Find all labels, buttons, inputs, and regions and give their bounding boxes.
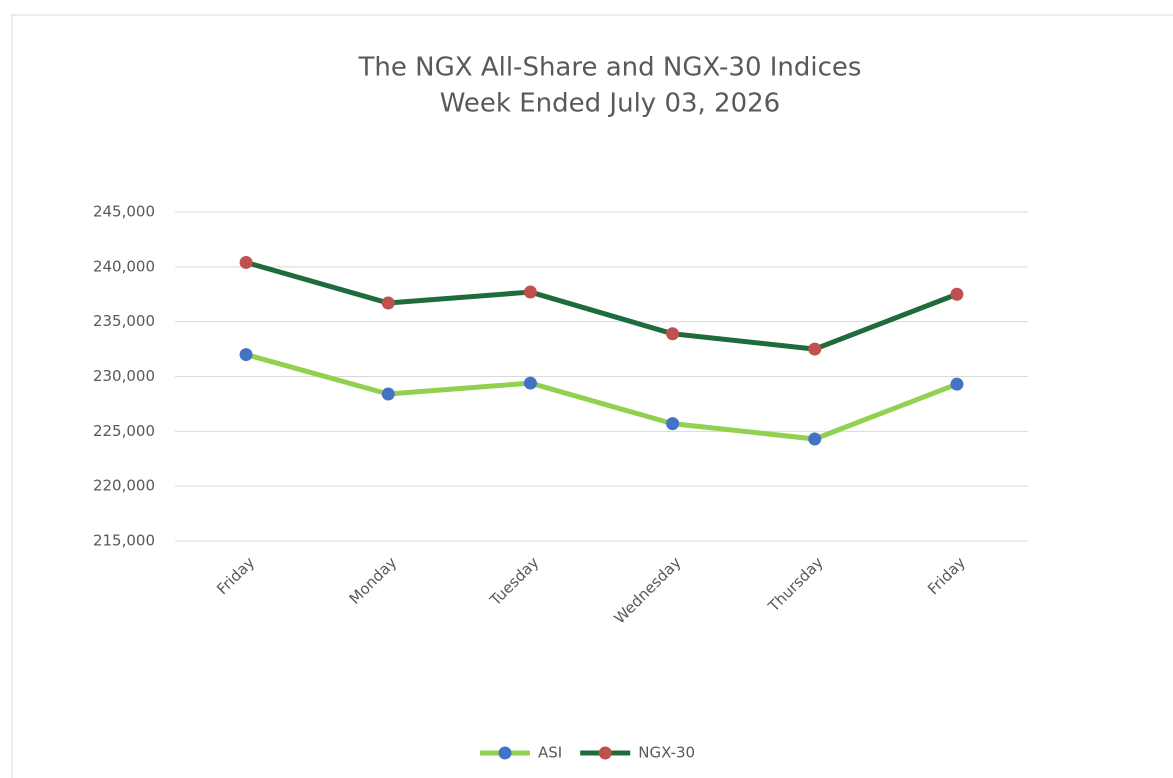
chart-frame bbox=[11, 14, 1173, 778]
y-tick-label: 215,000 bbox=[93, 532, 155, 550]
y-tick-label: 230,000 bbox=[93, 367, 155, 385]
legend-label: NGX-30 bbox=[638, 744, 695, 762]
data-point bbox=[523, 285, 537, 299]
series-line bbox=[245, 260, 958, 352]
data-point bbox=[808, 432, 822, 446]
legend-marker bbox=[598, 746, 612, 760]
data-point bbox=[381, 296, 395, 310]
data-point bbox=[239, 348, 253, 362]
data-point bbox=[950, 287, 964, 301]
chart-subtitle: Week Ended July 03, 2026 bbox=[440, 89, 780, 119]
y-tick-label: 225,000 bbox=[93, 422, 155, 440]
legend-label: ASI bbox=[538, 744, 562, 762]
y-tick-label: 240,000 bbox=[93, 257, 155, 275]
data-point bbox=[666, 417, 680, 431]
legend-marker bbox=[498, 746, 512, 760]
data-point bbox=[381, 387, 395, 401]
data-point bbox=[239, 255, 253, 269]
data-point bbox=[950, 377, 964, 391]
y-tick-label: 220,000 bbox=[93, 477, 155, 495]
y-tick-label: 235,000 bbox=[93, 312, 155, 330]
data-point bbox=[523, 376, 537, 390]
data-point bbox=[808, 342, 822, 356]
chart-title: The NGX All-Share and NGX-30 Indices bbox=[358, 53, 862, 83]
series-line bbox=[245, 352, 958, 442]
data-point bbox=[666, 327, 680, 341]
y-tick-label: 245,000 bbox=[93, 203, 155, 221]
